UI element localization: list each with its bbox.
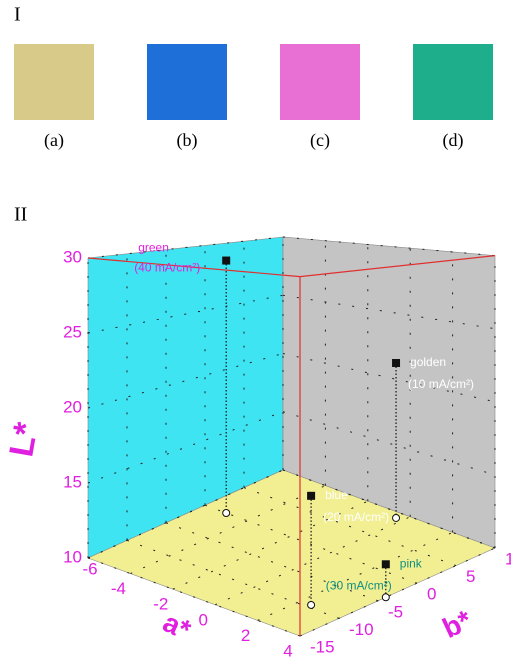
x-tick-label: 0 xyxy=(198,610,207,629)
color-swatch xyxy=(14,44,94,120)
grid-line xyxy=(87,236,284,259)
panel-label: II xyxy=(14,204,27,226)
grid-line xyxy=(204,504,418,584)
floor-projection xyxy=(392,513,401,522)
grid-line xyxy=(87,353,284,409)
swatch-label: (d) xyxy=(443,130,464,151)
z-tick-label: 30 xyxy=(63,247,82,266)
z-tick-label: 25 xyxy=(63,322,82,341)
y-tick-label: -5 xyxy=(388,602,403,621)
box-edge xyxy=(87,257,301,278)
floor-projection xyxy=(307,600,316,609)
panel-label: I xyxy=(14,4,21,26)
floor-projection xyxy=(381,593,390,602)
data-point xyxy=(392,359,401,368)
x-tick-label: -6 xyxy=(82,559,97,578)
x-tick-label: -4 xyxy=(111,579,126,598)
swatch-label: (b) xyxy=(177,130,198,151)
data-point xyxy=(381,560,390,569)
y-tick-label: 0 xyxy=(427,585,436,604)
point-name: pink xyxy=(400,556,423,570)
x-tick-label: 2 xyxy=(241,626,250,645)
point-name: blue xyxy=(325,488,348,502)
y-tick-label: -10 xyxy=(349,620,374,639)
y-tick-label: 5 xyxy=(466,567,475,586)
grid-line xyxy=(165,522,379,602)
point-name: green xyxy=(138,241,169,255)
x-tick-label: 4 xyxy=(283,641,292,660)
point-annotation: (30 mA/cm²) xyxy=(326,578,392,592)
y-axis-title: b* xyxy=(438,604,477,644)
color-swatch xyxy=(147,44,227,120)
point-name: golden xyxy=(410,355,446,369)
y-tick-label: 10 xyxy=(505,549,511,568)
color-swatch xyxy=(413,44,493,120)
grid-line xyxy=(87,557,301,637)
z-tick-label: 10 xyxy=(63,547,82,566)
data-point xyxy=(222,256,231,265)
swatches: (a) (b) (c) (d) xyxy=(14,44,493,151)
swatch-label: (a) xyxy=(44,130,64,151)
grid-line xyxy=(243,487,457,567)
chart: 1015202530-6-4-2024-15-10-50510L*a*b*gre… xyxy=(2,236,511,660)
point-annotation: (10 mA/cm²) xyxy=(408,377,474,391)
swatch-label: (c) xyxy=(310,130,330,151)
data-point xyxy=(307,491,316,500)
grid-line xyxy=(87,294,284,334)
color-swatch xyxy=(280,44,360,120)
point-annotation: (40 mA/cm²) xyxy=(134,261,200,275)
point-annotation: (20 mA/cm²) xyxy=(323,510,389,524)
grid-line xyxy=(126,539,340,619)
z-tick-label: 20 xyxy=(63,397,82,416)
box-edge xyxy=(299,255,496,278)
x-tick-label: -2 xyxy=(153,595,168,614)
floor-projection xyxy=(222,509,231,517)
y-tick-label: -15 xyxy=(310,637,335,656)
z-axis-title: L* xyxy=(2,419,45,460)
z-tick-label: 15 xyxy=(63,472,82,491)
grid-line xyxy=(282,469,496,549)
